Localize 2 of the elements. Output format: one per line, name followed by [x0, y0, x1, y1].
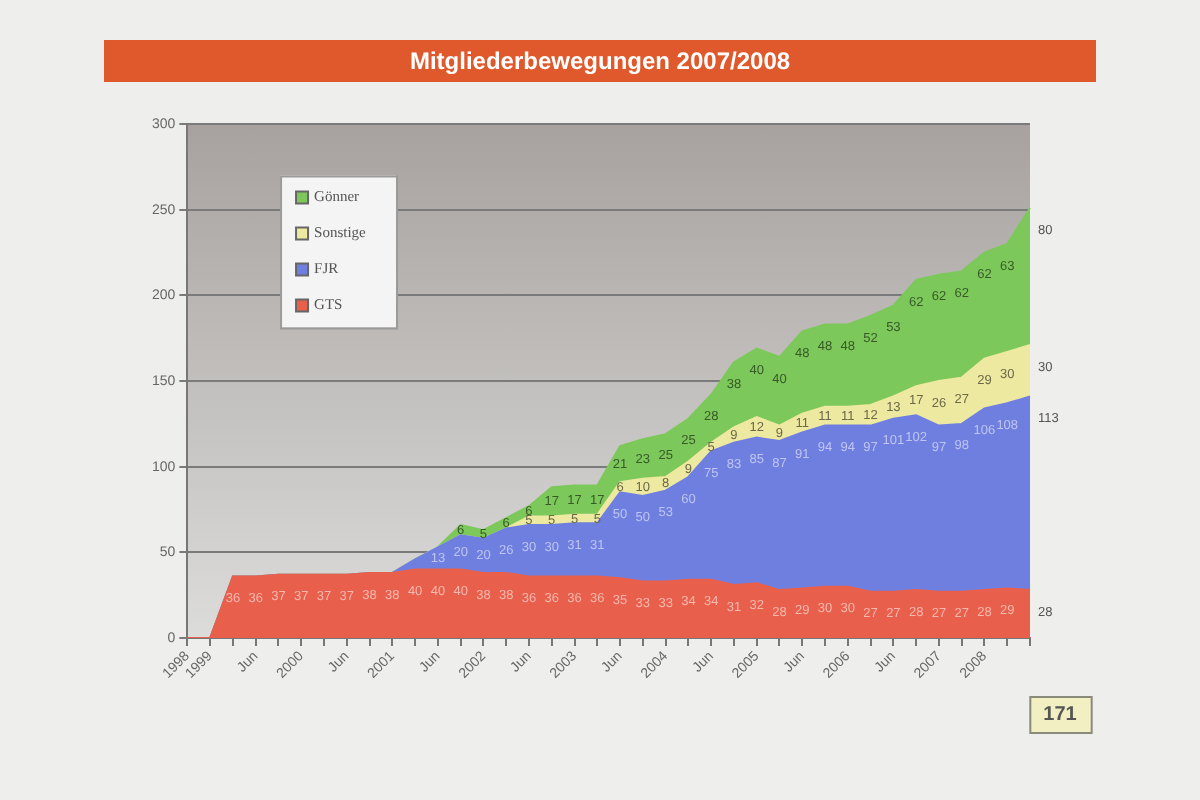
chart-title: Mitgliederbewegungen 2007/2008: [409, 46, 791, 75]
text: 171: [1043, 703, 1078, 726]
